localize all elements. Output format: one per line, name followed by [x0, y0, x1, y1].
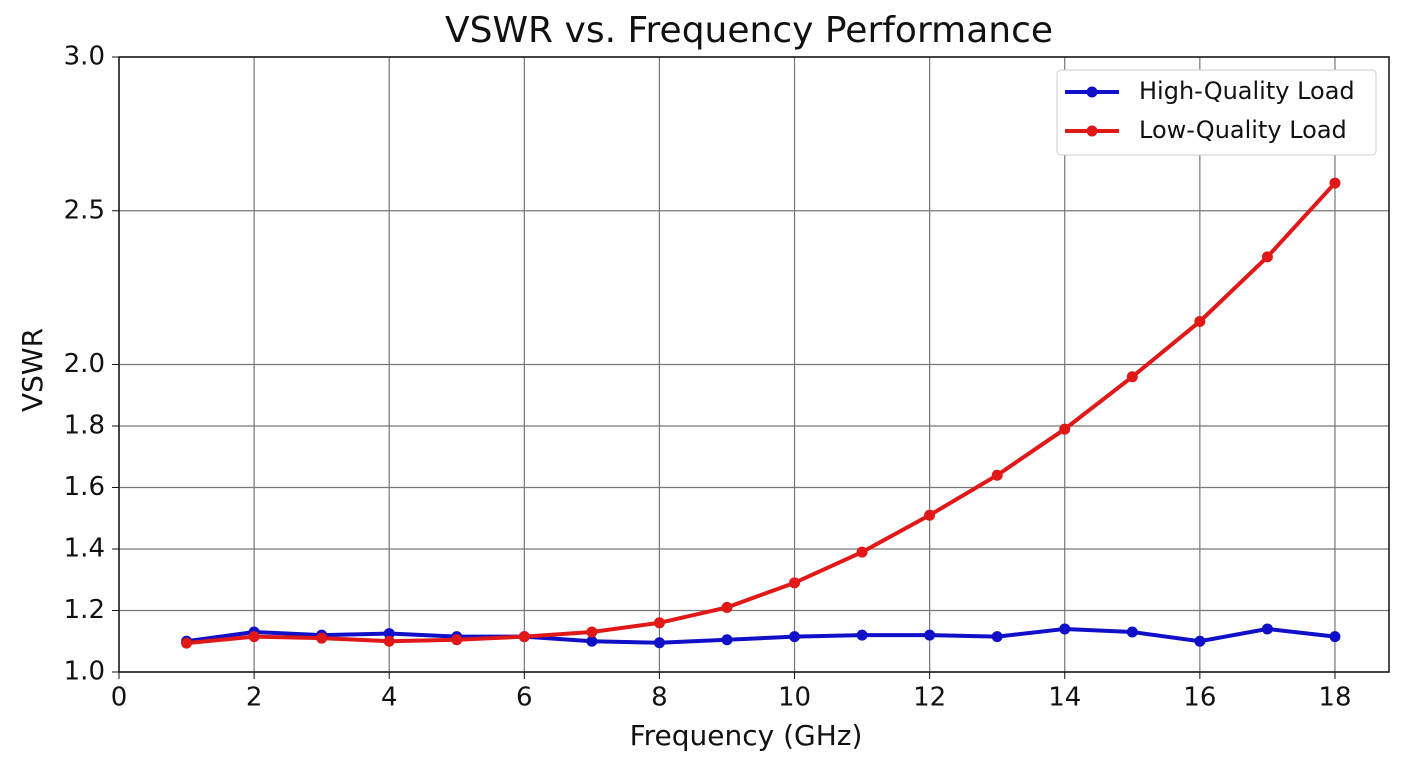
y-tick-label: 1.8 [64, 411, 105, 441]
data-point [383, 628, 395, 640]
x-tick-label: 0 [111, 683, 128, 713]
x-tick-label: 6 [516, 683, 533, 713]
data-point [518, 631, 530, 643]
x-axis-label: Frequency (GHz) [630, 719, 863, 752]
x-tick-label: 8 [651, 683, 668, 713]
legend-marker [1086, 125, 1098, 137]
data-point [789, 631, 801, 643]
x-tick-label: 18 [1318, 683, 1351, 713]
y-tick-label: 1.6 [64, 472, 105, 502]
legend-label: Low-Quality Load [1139, 116, 1347, 144]
legend-box [1056, 69, 1377, 156]
data-point [383, 635, 395, 647]
y-tick-label: 1.0 [64, 657, 105, 687]
x-tick-label: 14 [1048, 683, 1081, 713]
data-point [1261, 623, 1273, 635]
data-point [248, 631, 260, 643]
data-point [1329, 631, 1341, 643]
data-point [1126, 371, 1138, 383]
data-point [721, 634, 733, 646]
data-point [924, 509, 936, 521]
y-tick-label: 3.0 [64, 42, 105, 72]
data-point [721, 601, 733, 613]
x-tick-label: 12 [913, 683, 946, 713]
data-point [1329, 177, 1341, 189]
data-point [991, 631, 1003, 643]
x-tick-label: 10 [778, 683, 811, 713]
data-point [1261, 251, 1273, 263]
data-point [1194, 315, 1206, 327]
legend: High-Quality Load Low-Quality Load [1056, 69, 1377, 156]
data-point [586, 626, 598, 638]
x-tick-label: 2 [246, 683, 263, 713]
legend-marker [1086, 86, 1098, 98]
data-point [1059, 423, 1071, 435]
data-point [991, 469, 1003, 481]
x-tick-label: 4 [381, 683, 398, 713]
data-point [586, 635, 598, 647]
data-point [653, 617, 665, 629]
series-line [186, 181, 1337, 646]
plot-frame [118, 56, 1390, 673]
series-line [186, 626, 1336, 645]
y-tick-label: 1.2 [64, 595, 105, 625]
data-point [1126, 626, 1138, 638]
data-point [924, 629, 936, 641]
y-tick-label: 2.0 [64, 349, 105, 379]
y-tick-label: 2.5 [64, 195, 105, 225]
y-tick-label: 1.4 [64, 534, 105, 564]
data-point [316, 632, 328, 644]
data-point [1059, 623, 1071, 635]
data-point [856, 629, 868, 641]
data-point [789, 577, 801, 589]
data-point [1194, 635, 1206, 647]
data-point [451, 634, 463, 646]
chart-title: VSWR vs. Frequency Performance [445, 10, 1053, 51]
data-point [653, 637, 665, 649]
x-tick-label: 16 [1183, 683, 1216, 713]
legend-label: High-Quality Load [1139, 77, 1355, 105]
data-point [856, 546, 868, 558]
data-point [181, 637, 193, 649]
y-axis-label: VSWR [16, 328, 49, 412]
